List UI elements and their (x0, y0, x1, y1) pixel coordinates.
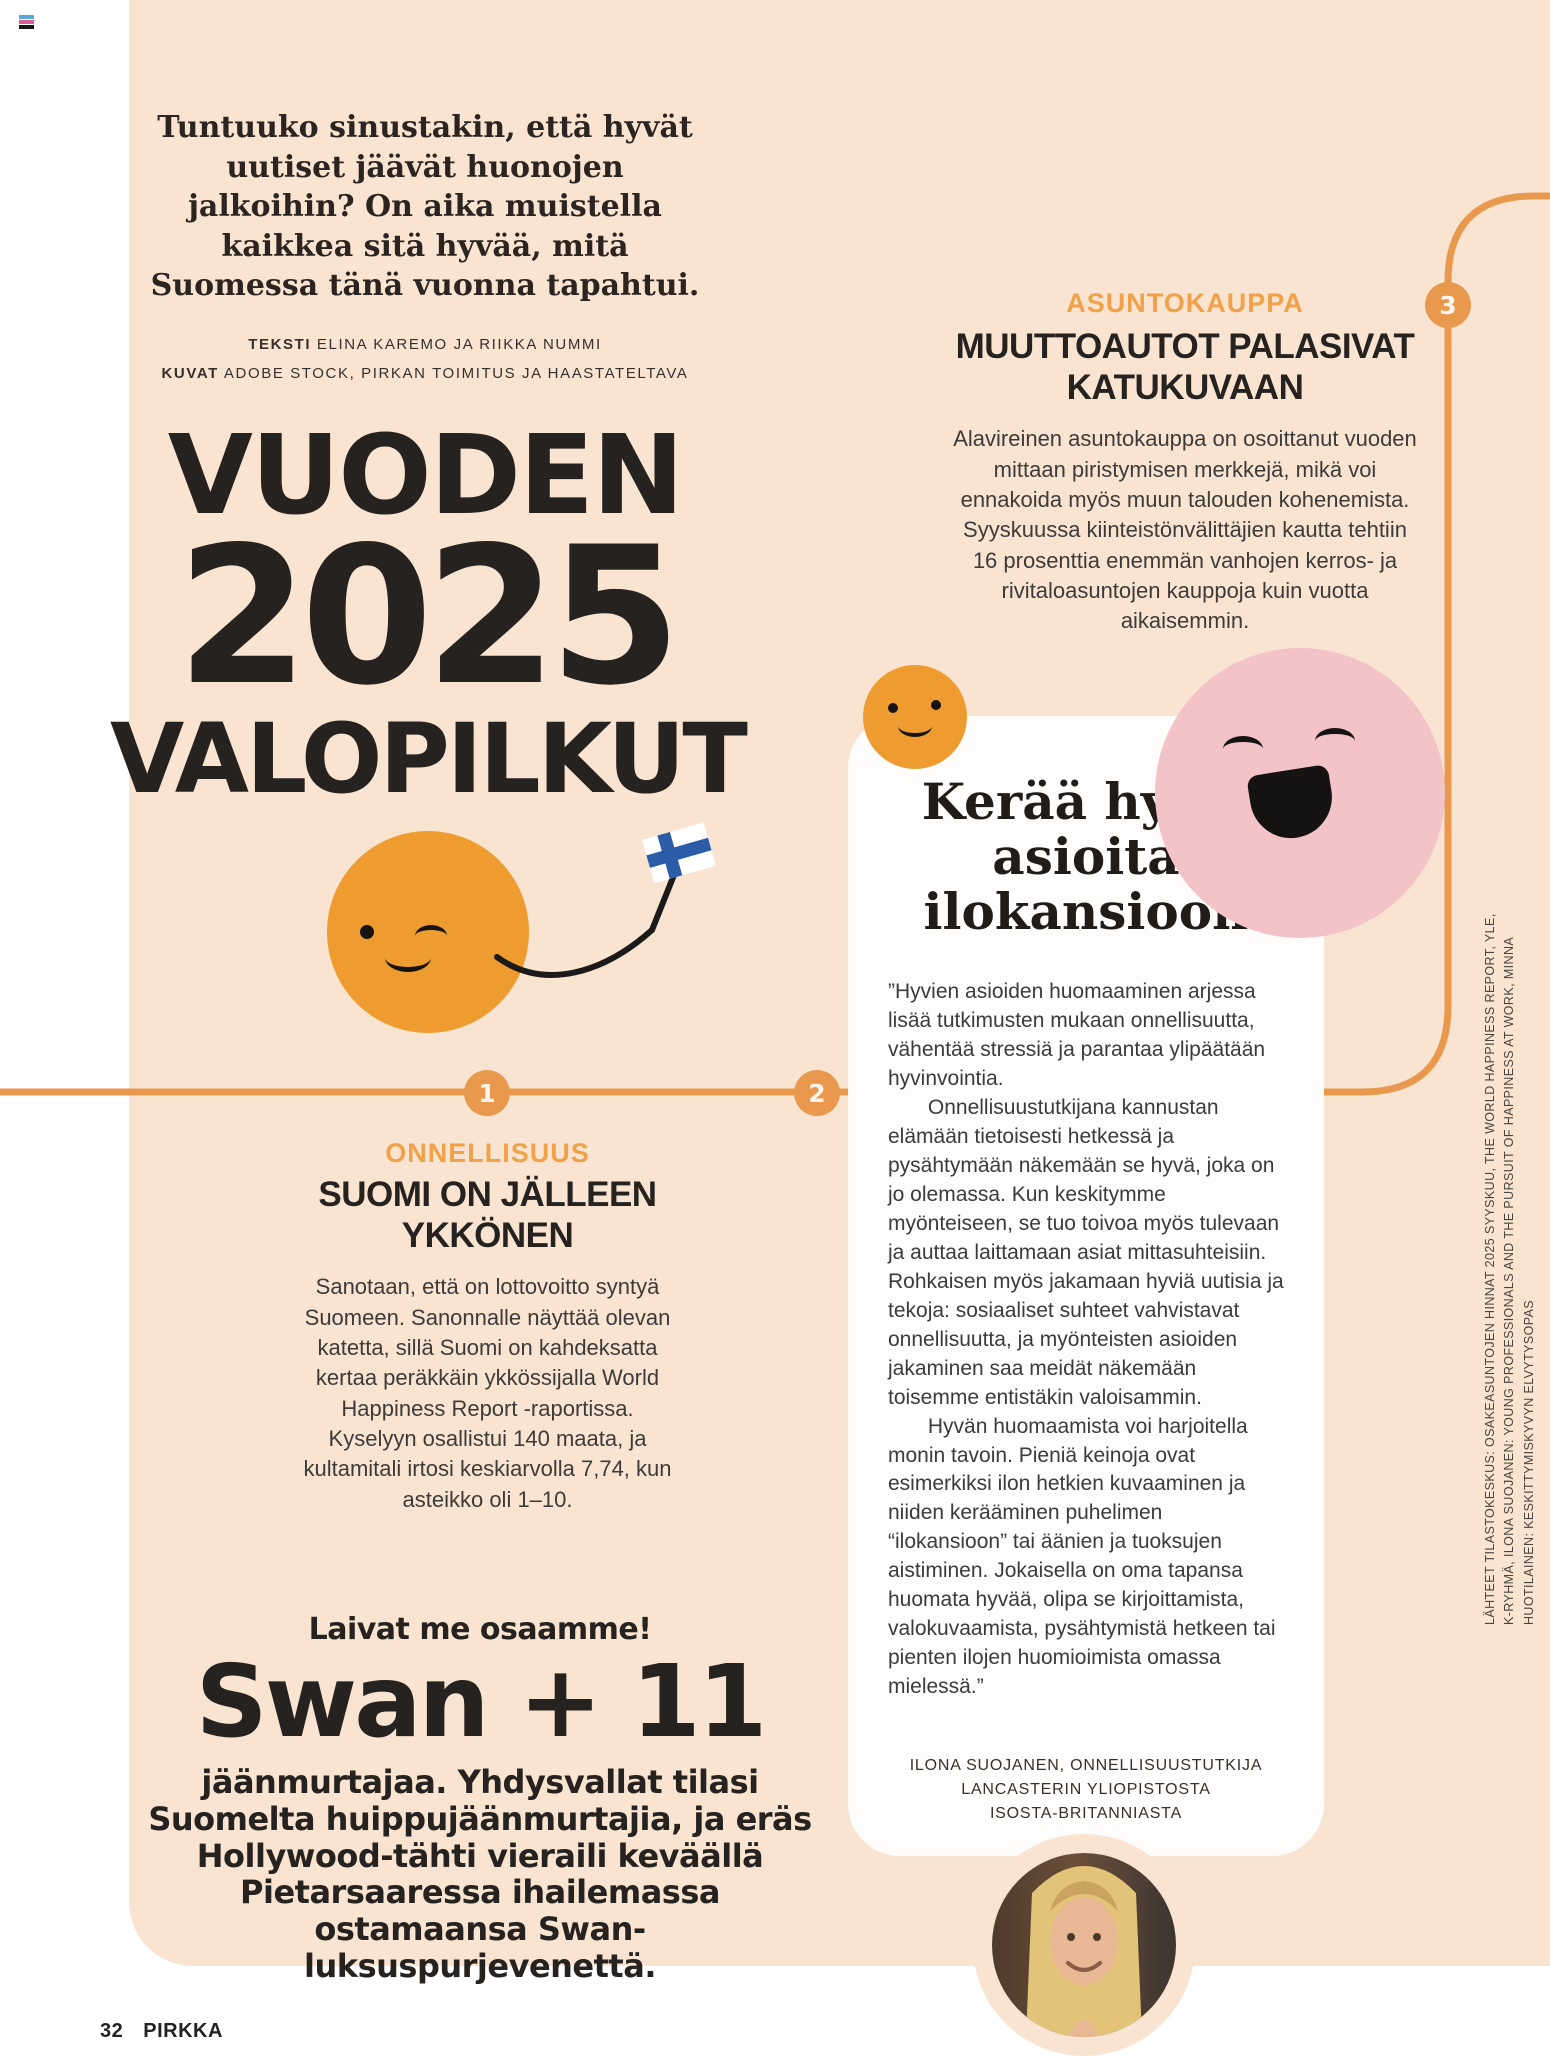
badge-number: 1 (478, 1078, 496, 1108)
card-paragraph-2: Onnellisuustutkijana kannustan elämään t… (888, 1095, 1284, 1409)
swan-headline: Swan + 11 (195, 1643, 768, 1760)
swan-lead: Laivat me osaamme! (308, 1612, 652, 1647)
badge-number: 2 (808, 1078, 826, 1108)
attribution-line-2: LANCASTERIN YLIOPISTOSTA (961, 1781, 1211, 1798)
swan-body: jäänmurtajaa. Yhdysvallat tilasi Suomelt… (148, 1763, 812, 1985)
section-body: Sanotaan, että on lottovoitto syntyä Suo… (303, 1274, 672, 1512)
smiling-smiley-icon (863, 665, 967, 769)
card-attribution: ILONA SUOJANEN, ONNELLISUUSTUTKIJA LANCA… (868, 1754, 1304, 1826)
laughing-mouth (1246, 764, 1338, 844)
fringe (1050, 1881, 1118, 1911)
card-body: ”Hyvien asioiden huomaaminen arjessa lis… (888, 978, 1284, 1702)
smile-mouth (385, 943, 431, 972)
teksti-label: TEKSTI (248, 336, 312, 353)
attribution-line-1: ILONA SUOJANEN, ONNELLISUUSTUTKIJA (909, 1757, 1263, 1774)
teksti-value: ELINA KAREMO JA RIIKKA NUMMI (316, 336, 602, 353)
mark-stripe-blue (19, 15, 34, 19)
kuvat-label: KUVAT (161, 365, 219, 383)
portrait-illustration (992, 1853, 1176, 2037)
title-line-2: 2025 (176, 506, 682, 727)
eye-left (888, 703, 898, 713)
mark-stripe-black (19, 25, 34, 29)
credits: TEKSTI ELINA KAREMO JA RIIKKA NUMMI KUVA… (145, 330, 705, 389)
section-swan: Laivat me osaamme! Swan + 11 jäänmurtaja… (140, 1612, 820, 1985)
color-registration-mark-icon (19, 15, 34, 32)
eye-right (931, 700, 941, 710)
smile-mouth (898, 715, 932, 737)
closed-eye-right (1315, 728, 1355, 754)
sources-line-3: HUOTILAINEN: KESKITTYMISKYVYN ELVYTYSOPA… (1521, 1299, 1536, 1625)
magazine-name: PIRKKA (143, 2020, 223, 2042)
section-onnellisuus: ONNELLISUUS SUOMI ON JÄLLEEN YKKÖNEN San… (295, 1138, 680, 1515)
neck (1068, 2020, 1100, 2037)
eye-left (1067, 1933, 1075, 1941)
closed-eye-left (1223, 736, 1263, 762)
credits-teksti: TEKSTI ELINA KAREMO JA RIIKKA NUMMI (145, 330, 705, 359)
portrait-photo (992, 1853, 1176, 2037)
page-title: VUODEN 2025 VALOPILKUT (110, 420, 748, 815)
page-number: 32 (100, 2020, 124, 2042)
card-paragraph-3: Hyvän huomaamista voi harjoitella monin … (888, 1414, 1276, 1699)
eye-left (360, 925, 374, 939)
route-badge-3: 3 (1425, 282, 1471, 328)
card-paragraph-1: ”Hyvien asioiden huomaaminen arjessa lis… (888, 980, 1266, 1090)
credits-kuvat: KUVAT ADOBE STOCK, PIRKAN TOIMITUS JA HA… (145, 359, 705, 388)
section-label: ASUNTOKAUPPA (1066, 288, 1304, 318)
section-label: ONNELLISUUS (385, 1138, 590, 1168)
attribution-line-3: ISOSTA-BRITANNIASTA (989, 1805, 1183, 1822)
laughing-smiley-icon (1155, 648, 1445, 938)
mark-stripe-pink (19, 20, 34, 24)
sources-vertical-text: LÄHTEET TILASTOKESKUS: OSAKEASUNTOJEN HI… (1481, 913, 1539, 1625)
intro-paragraph: Tuntuuko sinustakin, että hyvät uutiset … (150, 110, 700, 304)
title-line-3: VALOPILKUT (110, 702, 748, 815)
badge-number: 3 (1439, 290, 1457, 320)
section-heading: SUOMI ON JÄLLEEN YKKÖNEN (318, 1175, 657, 1255)
winking-smiley-icon (327, 831, 529, 1033)
section-asuntokauppa: ASUNTOKAUPPA MUUTTOAUTOT PALASIVAT KATUK… (950, 288, 1420, 637)
kuvat-value: ADOBE STOCK, PIRKAN TOIMITUS JA HAASTATE… (223, 365, 689, 383)
page-footer: 32 PIRKKA (100, 2020, 223, 2043)
smile (1066, 1961, 1102, 1972)
route-badge-1: 1 (464, 1070, 510, 1116)
eye-right (1093, 1933, 1101, 1941)
sources-line-1: LÄHTEET TILASTOKESKUS: OSAKEASUNTOJEN HI… (1483, 913, 1497, 1625)
section-body: Alavireinen asuntokauppa on osoittanut v… (953, 426, 1417, 634)
sources-line-2: K-RYHMÄ, ILONA SUOJANEN: YOUNG PROFESSIO… (1502, 936, 1517, 1625)
section-heading: MUUTTOAUTOT PALASIVAT KATUKUVAAN (955, 327, 1415, 407)
route-badge-2: 2 (794, 1070, 840, 1116)
